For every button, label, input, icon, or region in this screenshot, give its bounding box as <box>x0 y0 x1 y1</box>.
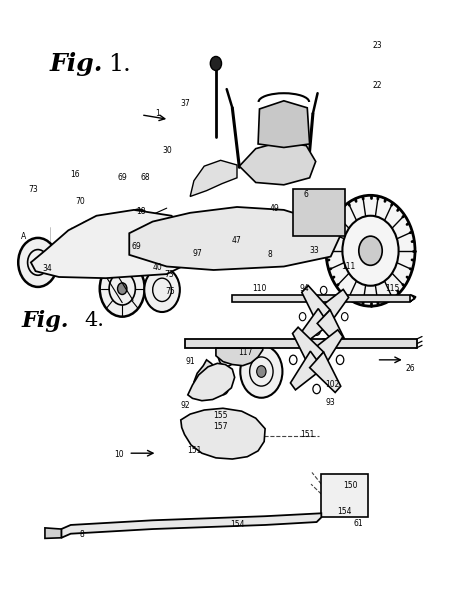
Circle shape <box>257 366 266 378</box>
Polygon shape <box>216 348 263 366</box>
Polygon shape <box>292 327 324 368</box>
Circle shape <box>326 196 415 306</box>
Text: 37: 37 <box>181 98 191 108</box>
Circle shape <box>210 57 221 71</box>
Text: 154: 154 <box>230 521 244 530</box>
Circle shape <box>198 386 209 399</box>
Polygon shape <box>194 360 222 398</box>
Polygon shape <box>302 286 330 323</box>
Text: 8: 8 <box>267 250 272 259</box>
Text: 97: 97 <box>192 249 202 258</box>
Polygon shape <box>129 207 340 270</box>
Circle shape <box>215 421 229 439</box>
Circle shape <box>118 283 127 294</box>
Text: 91: 91 <box>185 357 195 366</box>
Circle shape <box>218 345 235 366</box>
Polygon shape <box>31 210 200 278</box>
Circle shape <box>100 261 145 317</box>
Polygon shape <box>291 351 323 390</box>
Text: 8: 8 <box>79 530 84 540</box>
Circle shape <box>239 350 254 369</box>
Text: 151: 151 <box>188 446 202 455</box>
Text: 23: 23 <box>373 41 383 51</box>
Circle shape <box>217 381 228 395</box>
Text: 73: 73 <box>28 185 38 194</box>
Text: 117: 117 <box>238 348 253 358</box>
Text: 33: 33 <box>310 246 319 255</box>
Polygon shape <box>318 289 348 325</box>
Polygon shape <box>45 528 61 538</box>
Text: 111: 111 <box>341 262 356 271</box>
Circle shape <box>225 434 237 449</box>
Polygon shape <box>258 101 310 147</box>
Circle shape <box>34 258 42 267</box>
Circle shape <box>350 492 356 500</box>
Text: 94: 94 <box>299 284 309 293</box>
Text: 34: 34 <box>42 264 52 273</box>
Text: Fig.: Fig. <box>50 52 103 76</box>
Circle shape <box>199 378 211 392</box>
Text: 40: 40 <box>153 263 162 272</box>
Polygon shape <box>181 408 265 459</box>
Text: 102: 102 <box>325 380 339 389</box>
Circle shape <box>210 372 222 387</box>
Polygon shape <box>239 141 316 185</box>
Polygon shape <box>188 363 235 401</box>
Circle shape <box>144 267 180 312</box>
Text: 155: 155 <box>213 411 228 421</box>
Polygon shape <box>310 352 341 392</box>
Polygon shape <box>310 330 343 369</box>
Text: 61: 61 <box>353 519 363 528</box>
Text: 6: 6 <box>304 190 309 198</box>
Text: 69: 69 <box>118 173 127 183</box>
Circle shape <box>235 420 249 438</box>
Polygon shape <box>190 160 237 197</box>
Text: 93: 93 <box>326 398 336 407</box>
Text: 49: 49 <box>270 204 279 213</box>
Text: 22: 22 <box>373 81 383 90</box>
Polygon shape <box>317 310 346 348</box>
Text: 115: 115 <box>385 284 400 293</box>
Text: 47: 47 <box>232 236 242 246</box>
Circle shape <box>205 380 217 395</box>
Text: 92: 92 <box>181 401 190 410</box>
Polygon shape <box>185 339 417 348</box>
Text: 150: 150 <box>343 481 357 490</box>
Circle shape <box>333 491 340 501</box>
Text: 4.: 4. <box>85 311 105 330</box>
Polygon shape <box>293 190 345 236</box>
Text: 10: 10 <box>114 451 124 459</box>
Text: Fig.: Fig. <box>21 310 69 332</box>
Circle shape <box>359 236 382 265</box>
Text: 26: 26 <box>406 364 415 373</box>
Text: 18: 18 <box>136 207 146 216</box>
Text: 110: 110 <box>252 284 267 293</box>
Circle shape <box>200 367 213 383</box>
Text: 1: 1 <box>155 109 160 118</box>
Text: 151: 151 <box>300 430 314 439</box>
Text: 16: 16 <box>71 170 80 180</box>
Polygon shape <box>61 513 321 538</box>
Text: 157: 157 <box>213 422 228 431</box>
Text: 69: 69 <box>131 242 141 251</box>
Polygon shape <box>232 294 410 302</box>
Polygon shape <box>321 474 368 517</box>
Text: A: A <box>21 231 27 241</box>
Circle shape <box>18 238 57 287</box>
Text: 73: 73 <box>164 270 174 279</box>
Text: 68: 68 <box>141 173 150 183</box>
Polygon shape <box>299 309 329 344</box>
Circle shape <box>240 345 283 398</box>
Text: 1.: 1. <box>108 52 131 75</box>
Circle shape <box>196 415 210 433</box>
Text: 70: 70 <box>75 197 85 206</box>
Text: 30: 30 <box>163 147 173 155</box>
Text: 75: 75 <box>165 287 175 296</box>
Text: 154: 154 <box>337 507 352 516</box>
